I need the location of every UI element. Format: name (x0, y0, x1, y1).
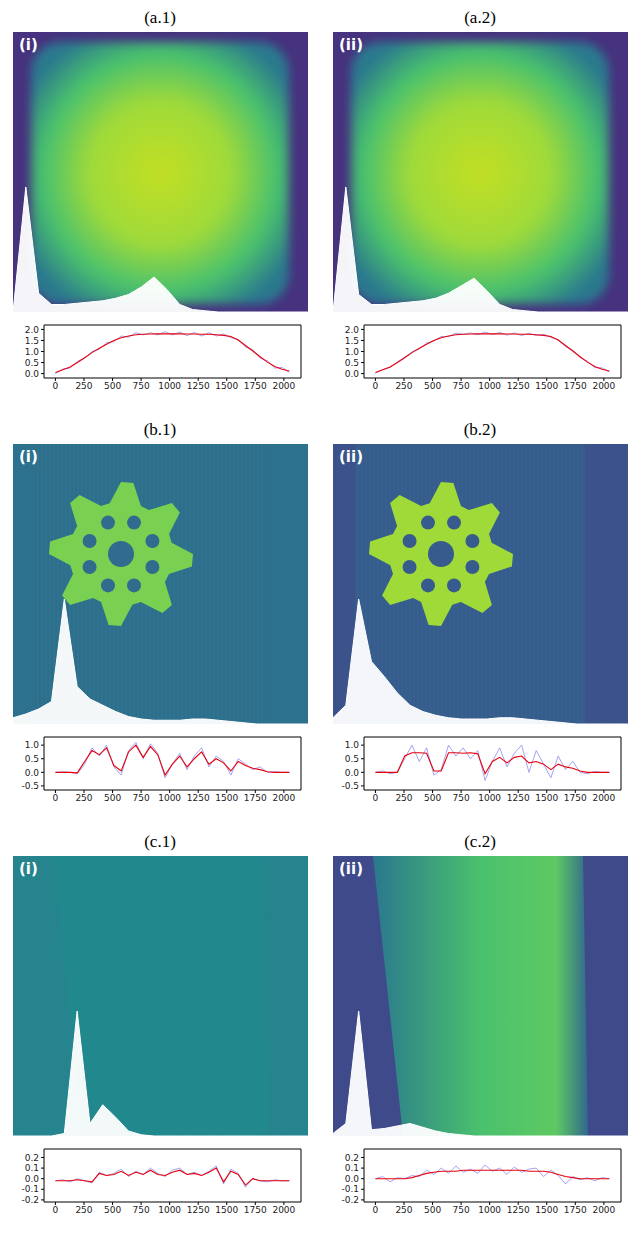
svg-text:1250: 1250 (507, 1205, 530, 1215)
svg-text:500: 500 (424, 1205, 441, 1215)
svg-text:1750: 1750 (244, 1205, 267, 1215)
svg-text:0.0: 0.0 (345, 768, 360, 778)
svg-text:0.0: 0.0 (25, 369, 40, 379)
svg-text:-0.2: -0.2 (341, 1195, 359, 1205)
svg-text:0: 0 (373, 793, 379, 803)
svg-text:2.0: 2.0 (345, 325, 360, 335)
svg-text:1250: 1250 (187, 381, 210, 391)
svg-text:-0.5: -0.5 (341, 781, 359, 791)
svg-text:1250: 1250 (507, 793, 530, 803)
svg-text:1500: 1500 (535, 793, 558, 803)
svg-text:0.0: 0.0 (25, 768, 40, 778)
svg-text:500: 500 (424, 381, 441, 391)
svg-text:2000: 2000 (592, 793, 615, 803)
svg-text:250: 250 (75, 1205, 92, 1215)
html-text:(ii): (ii) (339, 860, 363, 878)
svg-text:1500: 1500 (215, 1205, 238, 1215)
svg-text:750: 750 (132, 381, 149, 391)
svg-text:500: 500 (104, 793, 121, 803)
svg-text:250: 250 (75, 381, 92, 391)
svg-text:-0.1: -0.1 (21, 1184, 39, 1194)
html-text:(ii): (ii) (339, 448, 363, 466)
html-text:(i): (i) (19, 860, 38, 878)
html-text:(b.1): (b.1) (143, 420, 177, 439)
html-text:(ii): (ii) (339, 36, 363, 54)
html-text:(c.1): (c.1) (144, 832, 176, 851)
svg-text:0: 0 (373, 1205, 379, 1215)
svg-text:0.1: 0.1 (25, 1163, 39, 1173)
svg-text:1000: 1000 (158, 1205, 181, 1215)
svg-text:750: 750 (132, 1205, 149, 1215)
svg-text:0.0: 0.0 (345, 1174, 360, 1184)
svg-text:1500: 1500 (535, 1205, 558, 1215)
svg-text:1000: 1000 (478, 381, 501, 391)
html-text:(i): (i) (19, 36, 38, 54)
svg-text:500: 500 (104, 381, 121, 391)
html-text:(i): (i) (19, 448, 38, 466)
svg-text:1.0: 1.0 (25, 740, 40, 750)
svg-text:0: 0 (53, 381, 59, 391)
svg-text:1000: 1000 (158, 793, 181, 803)
svg-text:0: 0 (53, 793, 59, 803)
svg-text:0.5: 0.5 (25, 754, 39, 764)
svg-text:1.5: 1.5 (345, 336, 359, 346)
html-text:(a.1): (a.1) (144, 8, 176, 27)
svg-text:1.5: 1.5 (25, 336, 39, 346)
svg-text:0.5: 0.5 (345, 754, 359, 764)
svg-text:-0.5: -0.5 (21, 781, 39, 791)
svg-text:-0.1: -0.1 (341, 1184, 359, 1194)
svg-text:250: 250 (75, 793, 92, 803)
svg-text:1500: 1500 (215, 381, 238, 391)
html-text:(b.2): (b.2) (463, 420, 497, 439)
svg-text:1000: 1000 (478, 1205, 501, 1215)
svg-text:1750: 1750 (564, 1205, 587, 1215)
svg-text:1.0: 1.0 (345, 347, 360, 357)
svg-text:1750: 1750 (564, 793, 587, 803)
svg-text:1750: 1750 (244, 793, 267, 803)
svg-text:750: 750 (452, 1205, 469, 1215)
svg-text:1250: 1250 (187, 793, 210, 803)
svg-text:1.0: 1.0 (25, 347, 40, 357)
html-text:(a.2): (a.2) (464, 8, 496, 27)
svg-text:2000: 2000 (272, 1205, 295, 1215)
svg-text:1750: 1750 (564, 381, 587, 391)
svg-text:1000: 1000 (478, 793, 501, 803)
svg-text:1250: 1250 (507, 381, 530, 391)
html-text:(c.2): (c.2) (464, 832, 496, 851)
svg-text:2000: 2000 (592, 381, 615, 391)
svg-text:750: 750 (452, 793, 469, 803)
svg-text:500: 500 (424, 793, 441, 803)
svg-text:1250: 1250 (187, 1205, 210, 1215)
svg-text:0.0: 0.0 (25, 1174, 40, 1184)
svg-text:0.5: 0.5 (345, 358, 359, 368)
svg-text:750: 750 (452, 381, 469, 391)
svg-text:-0.2: -0.2 (21, 1195, 39, 1205)
svg-text:250: 250 (395, 381, 412, 391)
svg-text:0.2: 0.2 (25, 1153, 39, 1163)
svg-text:250: 250 (395, 793, 412, 803)
svg-text:2000: 2000 (272, 793, 295, 803)
svg-text:1.0: 1.0 (345, 740, 360, 750)
svg-text:1750: 1750 (244, 381, 267, 391)
svg-text:1000: 1000 (158, 381, 181, 391)
svg-text:0.5: 0.5 (25, 358, 39, 368)
svg-text:0: 0 (373, 381, 379, 391)
svg-text:0.2: 0.2 (345, 1153, 359, 1163)
svg-text:1500: 1500 (535, 381, 558, 391)
svg-text:0.0: 0.0 (345, 369, 360, 379)
svg-text:750: 750 (132, 793, 149, 803)
svg-text:2000: 2000 (592, 1205, 615, 1215)
svg-text:2000: 2000 (272, 381, 295, 391)
svg-text:0: 0 (53, 1205, 59, 1215)
svg-text:500: 500 (104, 1205, 121, 1215)
svg-text:1500: 1500 (215, 793, 238, 803)
svg-text:250: 250 (395, 1205, 412, 1215)
svg-text:2.0: 2.0 (25, 325, 40, 335)
svg-text:0.1: 0.1 (345, 1163, 359, 1173)
